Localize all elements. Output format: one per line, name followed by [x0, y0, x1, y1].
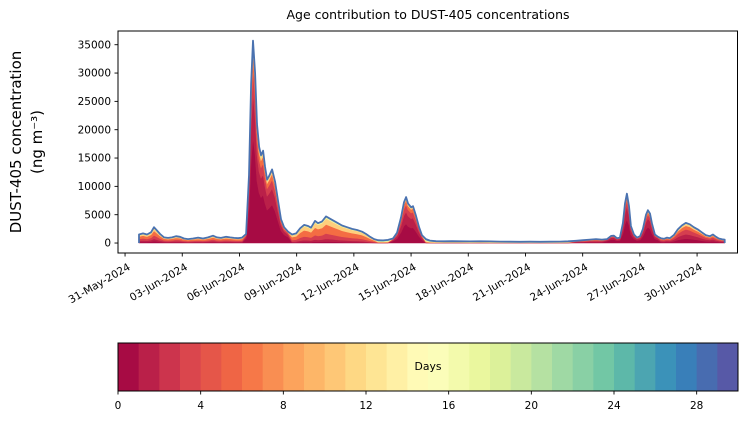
- colorbar-cell: [614, 343, 636, 391]
- total-concentration-line: [138, 39, 726, 243]
- age-layer-4-8days: [138, 52, 726, 244]
- y-tick-label: 20000: [78, 124, 111, 136]
- colorbar-cell: [304, 343, 326, 391]
- colorbar-cell: [552, 343, 574, 391]
- colorbar-cell: [448, 343, 470, 391]
- colorbar-cell: [283, 343, 305, 391]
- age-layer-8-14days: [138, 44, 726, 243]
- colorbar-cell: [324, 343, 346, 391]
- chart-title: Age contribution to DUST-405 concentrati…: [286, 7, 570, 22]
- colorbar-cell: [345, 343, 367, 391]
- colorbar-cell: [200, 343, 222, 391]
- y-tick-label: 0: [104, 238, 111, 250]
- x-tick-label: 15-Jun-2024: [357, 261, 419, 304]
- colorbar-tick-label: 20: [525, 400, 538, 412]
- colorbar-tick-label: 12: [359, 400, 372, 412]
- colorbar-cell: [138, 343, 160, 391]
- age-layer-2-4days: [138, 69, 726, 244]
- colorbar-cell: [593, 343, 615, 391]
- colorbar-tick-label: 4: [197, 400, 204, 412]
- age-layer-20-30days: [138, 40, 726, 243]
- colorbar-cell: [428, 343, 450, 391]
- x-tick-label: 12-Jun-2024: [299, 261, 361, 304]
- colorbar-label: Days: [414, 360, 442, 373]
- colorbar-cell: [159, 343, 181, 391]
- y-tick-label: 15000: [78, 153, 111, 165]
- y-tick-label: 25000: [78, 96, 111, 108]
- x-tick-label: 30-Jun-2024: [643, 261, 705, 304]
- x-tick-label: 24-Jun-2024: [528, 261, 590, 304]
- x-tick-label: 18-Jun-2024: [414, 261, 476, 304]
- colorbar-frame: [117, 342, 739, 392]
- colorbar-cell: [262, 343, 284, 391]
- colorbar-cell: [634, 343, 656, 391]
- colorbar-tick-label: 24: [607, 400, 621, 412]
- colorbar-cell: [118, 343, 140, 391]
- colorbar-tick-label: 0: [115, 400, 122, 412]
- colorbar-cell: [386, 343, 408, 391]
- colorbar-tick-label: 28: [690, 400, 703, 412]
- x-tick-label: 21-Jun-2024: [471, 261, 533, 304]
- colorbar-cell: [180, 343, 202, 391]
- colorbar-cell: [221, 343, 243, 391]
- colorbar-tick-label: 16: [442, 400, 456, 412]
- colorbar-cell: [366, 343, 388, 391]
- y-tick-label: 10000: [78, 181, 111, 193]
- x-tick-label: 03-Jun-2024: [128, 261, 190, 304]
- x-tick-label: 06-Jun-2024: [185, 261, 247, 304]
- colorbar-tick-label: 8: [280, 400, 287, 412]
- age-layer-0-1days: [138, 137, 726, 244]
- colorbar-cell: [242, 343, 264, 391]
- x-tick-label: 09-Jun-2024: [242, 261, 304, 304]
- colorbar-cell: [407, 343, 429, 391]
- plot-frame: [117, 30, 738, 254]
- y-tick-label: 5000: [84, 209, 111, 221]
- colorbar-cell: [469, 343, 491, 391]
- colorbar-cell: [655, 343, 677, 391]
- colorbar-cell: [717, 343, 739, 391]
- colorbar-cell: [510, 343, 532, 391]
- colorbar-cell: [572, 343, 594, 391]
- y-tick-label: 30000: [78, 68, 111, 80]
- age-layer-14-20days: [138, 42, 726, 243]
- colorbar-cell: [531, 343, 553, 391]
- colorbar-cell: [696, 343, 718, 391]
- age-layer-1-2days: [138, 93, 726, 244]
- colorbar-cell: [676, 343, 698, 391]
- colorbar-cell: [490, 343, 512, 391]
- x-tick-label: 31-May-2024: [67, 261, 133, 306]
- y-tick-label: 35000: [78, 39, 111, 51]
- x-tick-label: 27-Jun-2024: [585, 261, 647, 304]
